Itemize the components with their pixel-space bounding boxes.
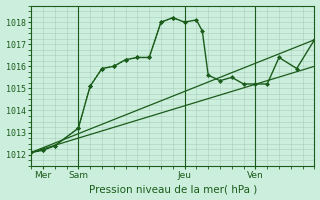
X-axis label: Pression niveau de la mer( hPa ): Pression niveau de la mer( hPa ): [89, 184, 257, 194]
